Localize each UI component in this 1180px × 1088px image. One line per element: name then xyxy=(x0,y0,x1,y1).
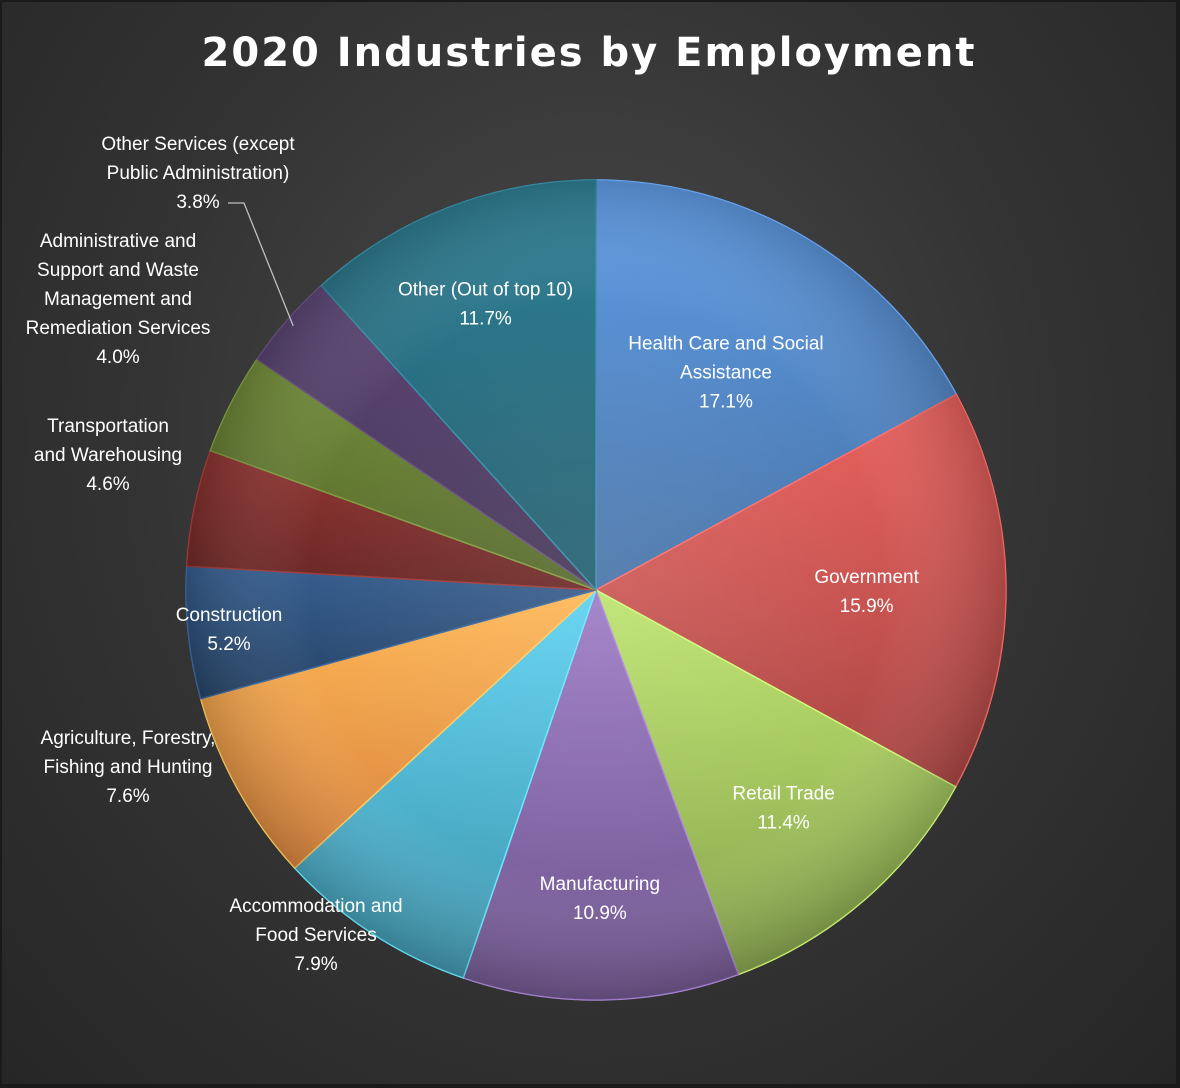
data-label-administrative-and-support-and-waste-management-and-remediation-services: Administrative and Support and Waste Manag… xyxy=(26,231,211,368)
data-label-retail-trade: Retail Trade 11.4% xyxy=(732,784,834,834)
chart-title: 2020 Industries by Employment xyxy=(201,30,977,76)
data-label-transportation-and-warehousing: Transportation and Warehousing 4.6% xyxy=(34,416,182,495)
data-label-accommodation-and-food-services: Accommodation and Food Services 7.9% xyxy=(229,896,402,975)
data-label-government: Government 15.9% xyxy=(814,567,919,617)
data-label-agriculture-forestry-fishing-and-hunting: Agriculture, Forestry, Fishing and Huntin… xyxy=(41,728,216,807)
data-label-manufacturing: Manufacturing 10.9% xyxy=(540,874,660,924)
data-label-other-services-except-public-administration: Other Services (except Public Administrat… xyxy=(101,134,295,213)
data-label-health-care-and-social-assistance: Health Care and Social Assistance 17.1% xyxy=(628,334,823,413)
leader-line-other-services-except-public-administration xyxy=(228,202,294,327)
data-label-construction: Construction 5.2% xyxy=(176,605,283,655)
data-label-other-out-of-top-10: Other (Out of top 10) 11.7% xyxy=(398,280,573,330)
